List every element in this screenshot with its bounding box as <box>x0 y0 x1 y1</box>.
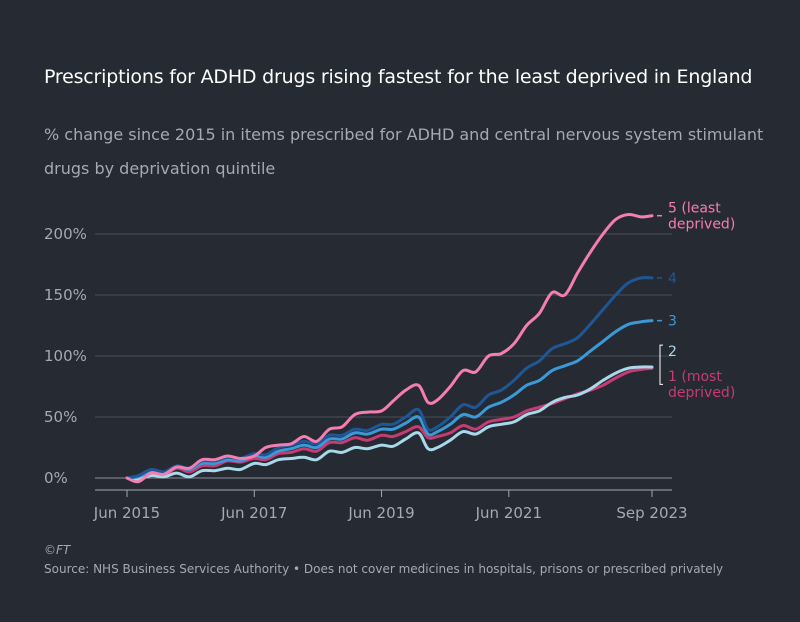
series-label-2: 2 <box>668 344 677 360</box>
series-label-4: 4 <box>668 271 677 287</box>
y-tick-label: 200% <box>44 225 87 243</box>
series-label-3: 3 <box>668 314 677 330</box>
y-tick-label: 50% <box>44 408 77 426</box>
chart-subtitle: % change since 2015 in items prescribed … <box>44 125 764 178</box>
chart-title: Prescriptions for ADHD drugs rising fast… <box>44 66 753 88</box>
source-note: Source: NHS Business Services Authority … <box>44 562 724 576</box>
x-tick-label: Jun 2017 <box>220 504 287 522</box>
y-tick-label: 150% <box>44 286 87 304</box>
series-label-1: 1 (most <box>668 369 722 385</box>
label-bracket <box>659 344 663 385</box>
series-line-3 <box>125 319 654 480</box>
y-tick-label: 0% <box>44 469 68 487</box>
x-tick-label: Jun 2015 <box>93 504 160 522</box>
grid-layer: 0% 50% 100% 150% 200% Jun 2015 Jun 2017 Jun 201… <box>44 225 688 522</box>
x-tick-label: Jun 2021 <box>475 504 542 522</box>
series-label-1: deprived) <box>668 385 735 401</box>
y-tick-label: 100% <box>44 347 87 365</box>
series-line-2 <box>125 365 654 481</box>
series-label-5: deprived) <box>668 217 735 233</box>
x-tick-label: Sep 2023 <box>616 504 687 522</box>
series-layer <box>125 212 654 484</box>
series-line-4 <box>125 276 654 480</box>
series-label-5: 5 (least <box>668 201 721 217</box>
ft-credit: ©FT <box>44 543 71 557</box>
x-tick-label: Jun 2019 <box>347 504 414 522</box>
series-line-5 <box>125 212 654 484</box>
